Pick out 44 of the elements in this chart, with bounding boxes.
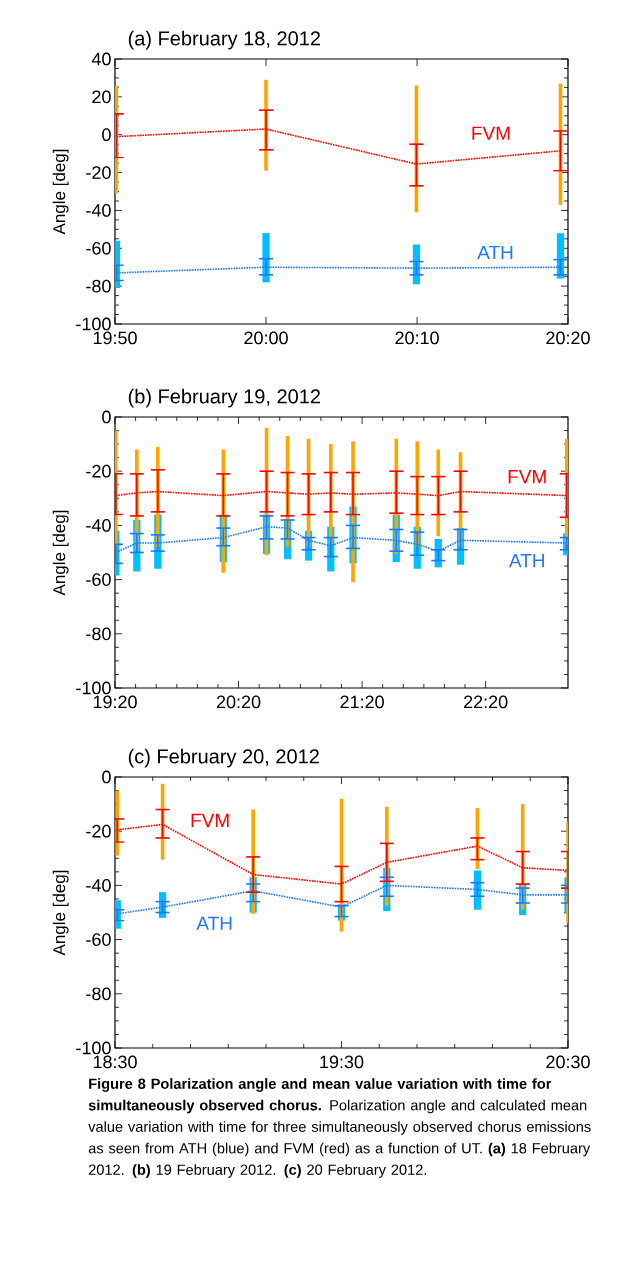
y-tick-label: -100 [76, 1041, 111, 1055]
series-label: ATH [477, 245, 513, 259]
x-tick-label: 19:20 [93, 695, 137, 709]
y-tick-label: 20 [92, 90, 111, 104]
y-tick-label: -20 [86, 464, 111, 478]
y-tick-label: -80 [86, 279, 111, 293]
chart-title: (a) February 18, 2012 [128, 30, 320, 50]
x-tick-label: 21:20 [340, 695, 384, 709]
y-tick-label: -100 [76, 317, 111, 331]
y-tick-label: -60 [86, 573, 111, 586]
y-axis-title: Angle [deg] [52, 510, 69, 596]
series-label: FVM [191, 813, 229, 827]
y-tick-label: 0 [102, 770, 111, 784]
y-tick-label: -20 [86, 824, 111, 838]
y-tick-label: -60 [86, 933, 111, 946]
y-tick-label: 0 [102, 410, 111, 424]
y-tick-label: -100 [76, 681, 111, 695]
series-label: FVM [508, 470, 546, 484]
y-tick-label: -80 [86, 987, 111, 1001]
x-tick-label: 19:50 [93, 331, 137, 345]
y-axis-title: Angle [deg] [52, 870, 69, 956]
x-tick-label: 20:30 [546, 1055, 590, 1069]
x-tick-label: 19:30 [320, 1055, 364, 1069]
y-tick-label: -20 [86, 166, 111, 179]
x-tick-label: 18:30 [93, 1055, 137, 1069]
y-tick-label: 40 [91, 52, 111, 66]
y-tick-label: -60 [86, 241, 111, 255]
x-tick-label: 20:20 [546, 331, 590, 345]
series-label: FVM [472, 126, 510, 140]
x-tick-label: 20:20 [216, 695, 261, 709]
x-tick-label: 20:10 [395, 331, 439, 345]
y-tick-label: -40 [86, 519, 111, 532]
series-label: ATH [508, 554, 544, 568]
y-tick-label: -80 [86, 627, 111, 641]
y-tick-label: 0 [102, 128, 111, 142]
chart-title: (b) February 19, 2012 [128, 388, 320, 408]
text: Figure 8 Polarization angle and mean value variation with time for simultaneously observed chorus. Polarization angle and calculated mean value variation with time for three simultaneously observed chorus emissions as seen from ATH (blue) and FVM (red) as a function of UT. (a) 18 February 2012. (b) 19 February 2012. (c) 20 February 2012. [88, 1078, 591, 1178]
chart-title: (c) February 20, 2012 [128, 748, 319, 768]
series-label: ATH [196, 916, 232, 930]
x-tick-label: 20:00 [244, 331, 288, 345]
y-tick-label: -40 [86, 204, 111, 217]
y-axis-title: Angle [deg] [52, 149, 69, 235]
y-tick-label: -40 [86, 879, 111, 892]
x-tick-label: 22:20 [464, 695, 508, 709]
